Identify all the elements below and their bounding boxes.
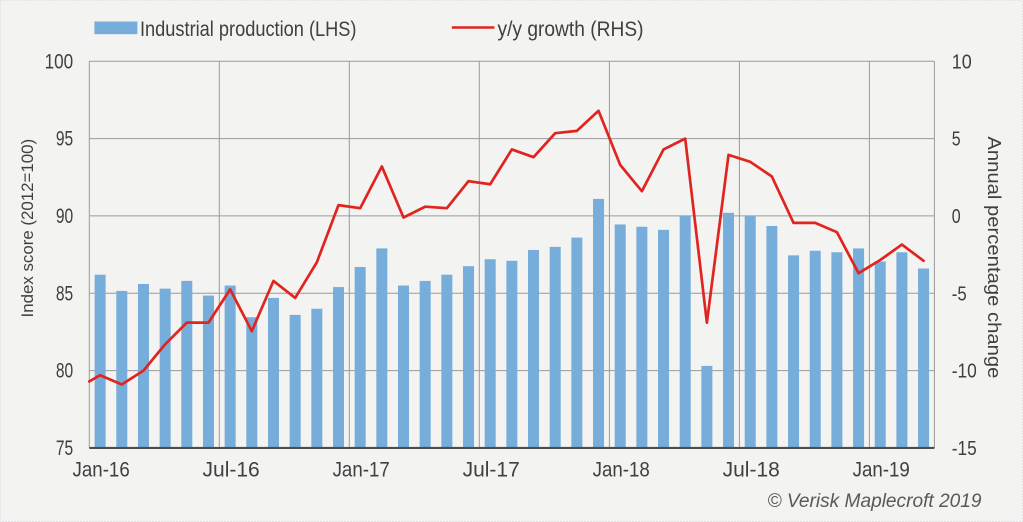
svg-text:-10: -10	[952, 361, 977, 383]
svg-text:90: 90	[56, 205, 73, 228]
svg-text:0: 0	[952, 206, 961, 228]
svg-text:75: 75	[56, 437, 73, 460]
svg-text:10: 10	[952, 51, 972, 73]
svg-text:100: 100	[45, 50, 74, 73]
svg-text:85: 85	[56, 282, 73, 305]
svg-text:Jan-18: Jan-18	[593, 459, 650, 482]
svg-text:Industrial production (LHS): Industrial production (LHS)	[140, 18, 357, 41]
svg-text:Jul-16: Jul-16	[203, 459, 260, 482]
svg-text:-5: -5	[952, 283, 967, 305]
svg-text:80: 80	[56, 360, 73, 383]
svg-text:Annual percentage change: Annual percentage change	[984, 136, 1004, 378]
svg-text:5: 5	[952, 129, 961, 151]
svg-text:Jan-17: Jan-17	[333, 459, 390, 482]
svg-text:Jul-18: Jul-18	[723, 459, 780, 482]
svg-text:Index score (2012=100): Index score (2012=100)	[18, 139, 37, 318]
svg-text:Jan-19: Jan-19	[853, 459, 910, 482]
svg-text:-15: -15	[952, 438, 977, 460]
svg-text:Jul-17: Jul-17	[463, 459, 520, 482]
svg-text:95: 95	[56, 128, 73, 151]
svg-text:© Verisk Maplecroft 2019: © Verisk Maplecroft 2019	[768, 491, 982, 512]
svg-text:y/y growth (RHS): y/y growth (RHS)	[498, 18, 644, 41]
svg-text:Jan-16: Jan-16	[73, 459, 130, 482]
